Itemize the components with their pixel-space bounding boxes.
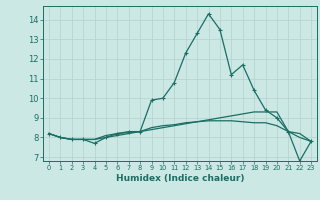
X-axis label: Humidex (Indice chaleur): Humidex (Indice chaleur) [116,174,244,183]
